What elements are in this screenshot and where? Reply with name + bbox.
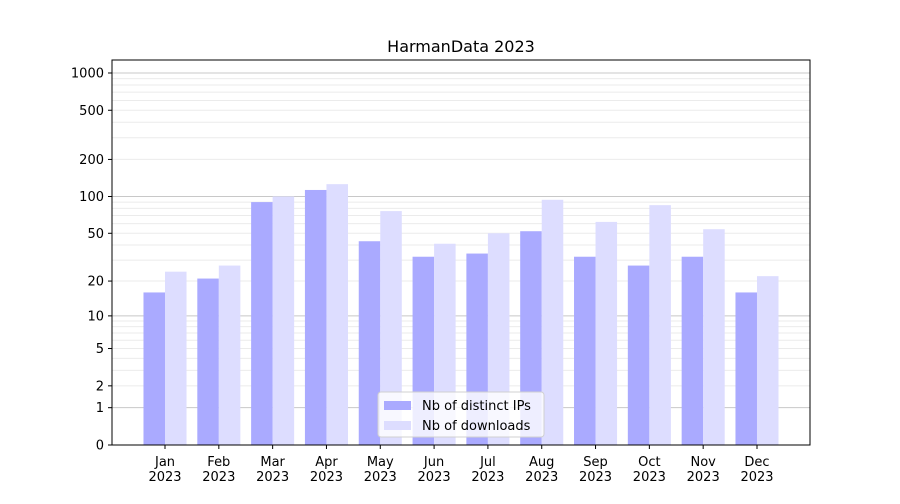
x-tick-label: Sep [583, 455, 608, 470]
x-tick-label: Feb [207, 455, 230, 470]
x-tick-label: Jan [154, 455, 175, 470]
y-tick-label: 10 [87, 309, 104, 324]
x-tick-label: 2023 [148, 470, 181, 485]
x-tick-label: Nov [690, 455, 716, 470]
bar-downloads [326, 184, 348, 445]
x-tick-label: Oct [638, 455, 660, 470]
x-tick-label: 2023 [687, 470, 720, 485]
y-tick-label: 50 [87, 227, 104, 242]
bar-ips [197, 278, 219, 445]
bar-downloads [218, 265, 241, 445]
y-tick-label: 1 [96, 401, 104, 416]
bar-downloads [756, 276, 779, 445]
bar-ips [574, 256, 596, 445]
x-tick-label: 2023 [525, 470, 558, 485]
y-tick-label: 2 [96, 379, 104, 394]
x-tick-label: 2023 [633, 470, 666, 485]
legend-swatch [384, 401, 411, 410]
bar-downloads [595, 221, 618, 445]
x-tick-label: 2023 [579, 470, 612, 485]
x-tick-label: 2023 [364, 470, 397, 485]
x-tick-label: 2023 [202, 470, 235, 485]
x-tick-label: Jul [479, 455, 496, 470]
y-tick-label: 0 [96, 439, 104, 454]
x-tick-label: 2023 [740, 470, 773, 485]
x-tick-label: 2023 [310, 470, 343, 485]
legend-box [377, 391, 545, 438]
y-tick-label: 1000 [71, 66, 104, 81]
axes-frame [111, 59, 811, 446]
bar-downloads [649, 205, 671, 445]
bar-ips [358, 241, 381, 445]
y-tick-label: 100 [79, 190, 104, 205]
x-tick-label: Apr [315, 455, 338, 470]
y-tick-label: 20 [87, 275, 104, 290]
legend-swatch [384, 421, 411, 430]
legend-label: Nb of downloads [422, 419, 531, 434]
bar-downloads [380, 211, 402, 445]
chart-title: HarmanData 2023 [387, 37, 535, 56]
x-tick-label: 2023 [256, 470, 289, 485]
bar-ips [304, 189, 327, 445]
legend-label: Nb of distinct IPs [422, 399, 531, 414]
bar-downloads [165, 271, 187, 445]
bar-downloads [703, 229, 725, 445]
x-tick-label: 2023 [418, 470, 451, 485]
y-tick-label: 5 [96, 342, 104, 357]
bar-ips [251, 202, 273, 445]
bar-ips [681, 256, 704, 445]
bar-downloads [272, 196, 295, 445]
bar-ips [735, 292, 757, 445]
bar-ips [627, 265, 650, 445]
x-tick-label: Aug [529, 455, 554, 470]
x-tick-label: Dec [744, 455, 769, 470]
x-tick-label: Jun [423, 455, 444, 470]
y-tick-label: 200 [79, 153, 104, 168]
x-tick-label: Mar [260, 455, 285, 470]
y-tick-label: 500 [79, 104, 104, 119]
bar-downloads [541, 199, 564, 445]
x-tick-label: May [367, 455, 394, 470]
x-tick-label: 2023 [471, 470, 504, 485]
bar-ips [143, 292, 166, 445]
